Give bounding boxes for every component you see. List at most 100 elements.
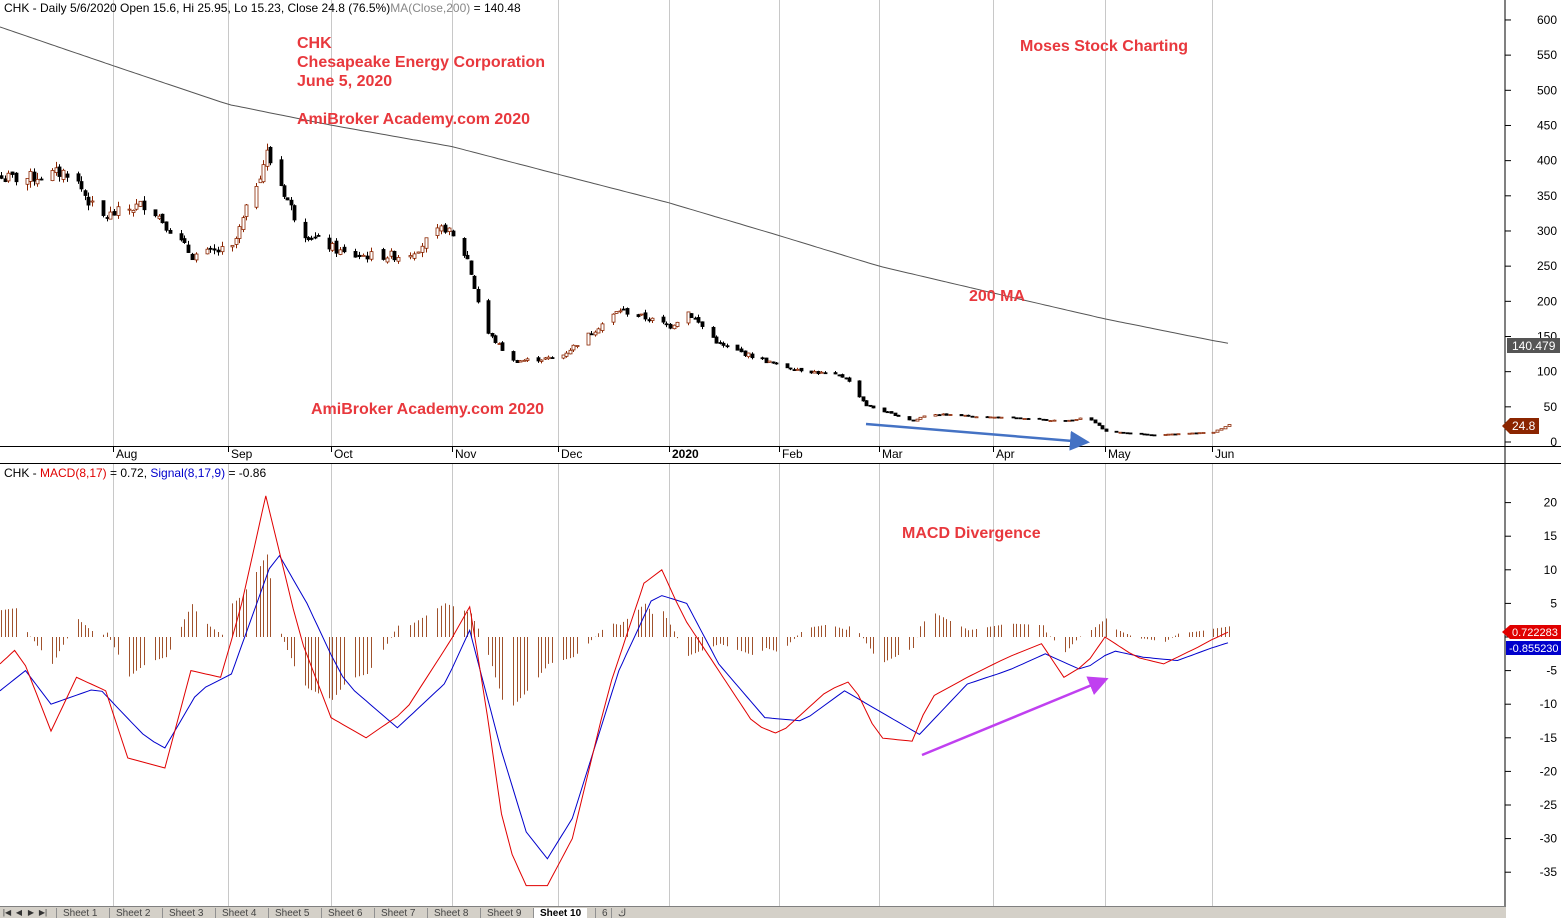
candle-body-2019-10-07 bbox=[353, 251, 358, 258]
sheet-tab-7[interactable]: Sheet 7 bbox=[374, 908, 421, 918]
candle-2020-05-28 bbox=[1197, 432, 1202, 435]
candle-2019-10-10 bbox=[365, 251, 370, 263]
candle-2020-01-01 bbox=[668, 323, 673, 330]
candle-body-2019-12-25 bbox=[643, 312, 648, 320]
sheet-tab-12[interactable]: ك bbox=[611, 908, 632, 918]
candle-body-2019-09-26 bbox=[313, 236, 318, 239]
macd-tick-label-15: 15 bbox=[1544, 529, 1558, 543]
candle-2019-11-26 bbox=[539, 359, 544, 364]
candle-2019-10-07 bbox=[353, 248, 358, 258]
candle-2019-09-26 bbox=[313, 232, 318, 240]
candle-body-2019-10-04 bbox=[342, 246, 347, 253]
candle-body-2020-05-06 bbox=[1121, 431, 1126, 434]
candle-body-2019-08-28 bbox=[212, 248, 217, 251]
candle-body-2019-10-01 bbox=[330, 243, 335, 251]
candle-body-2020-04-27 bbox=[1089, 417, 1094, 421]
macd-tick-label-10: 10 bbox=[1544, 563, 1558, 577]
candle-body-2019-07-01 bbox=[0, 175, 4, 179]
candle-body-2019-08-05 bbox=[127, 208, 132, 211]
prev-sheet-icon[interactable]: ◀ bbox=[15, 908, 23, 917]
candle-body-2020-04-01 bbox=[992, 416, 997, 419]
sheet-tab-3[interactable]: Sheet 3 bbox=[162, 908, 209, 918]
candle-2019-08-20 bbox=[182, 235, 187, 244]
candle-body-2019-09-05 bbox=[241, 217, 246, 230]
candle-2020-02-18 bbox=[837, 374, 842, 377]
candle-2020-03-18 bbox=[941, 413, 946, 416]
candle-2019-09-27 bbox=[316, 233, 321, 237]
candle-2020-03-11 bbox=[915, 418, 920, 422]
candle-body-2020-01-31 bbox=[774, 362, 779, 365]
candle-body-2019-09-18 bbox=[285, 197, 290, 201]
candle-2020-02-06 bbox=[795, 367, 800, 371]
candle-body-2019-07-31 bbox=[108, 211, 113, 220]
first-sheet-icon[interactable]: |◀ bbox=[2, 908, 12, 917]
annotation-macd-divergence: MACD Divergence bbox=[902, 525, 1041, 542]
candle-2019-09-05 bbox=[241, 215, 246, 233]
candle-body-2019-09-13 bbox=[268, 146, 273, 164]
macd-value-badge-label: 0.722283 bbox=[1512, 627, 1558, 639]
candle-2020-04-23 bbox=[1074, 419, 1079, 421]
candle-body-2019-10-31 bbox=[447, 227, 452, 232]
candle-body-2020-02-27 bbox=[868, 404, 873, 407]
price-tick-label-200: 200 bbox=[1537, 294, 1557, 308]
candle-2020-01-06 bbox=[686, 311, 691, 326]
sheet-tab-1[interactable]: Sheet 1 bbox=[56, 908, 103, 918]
candle-body-2020-05-22 bbox=[1176, 433, 1181, 436]
candle-body-2019-11-26 bbox=[539, 359, 544, 362]
candle-body-2019-07-25 bbox=[86, 196, 91, 206]
sheet-tab-8[interactable]: Sheet 8 bbox=[427, 908, 474, 918]
candle-2019-12-03 bbox=[564, 350, 569, 358]
candle-2020-04-17 bbox=[1052, 419, 1057, 422]
candle-body-2019-08-29 bbox=[216, 249, 221, 253]
sheet-tab-5[interactable]: Sheet 5 bbox=[268, 908, 315, 918]
candle-body-2019-10-02 bbox=[334, 240, 339, 254]
candle-2019-09-20 bbox=[292, 204, 297, 223]
candle-body-2019-10-29 bbox=[439, 225, 444, 232]
candle-2019-10-31 bbox=[447, 227, 452, 236]
candle-2019-07-24 bbox=[83, 189, 88, 201]
last-sheet-icon[interactable]: ▶| bbox=[38, 908, 48, 917]
candle-body-2019-07-22 bbox=[76, 173, 81, 182]
candle-body-2019-12-20 bbox=[625, 308, 630, 315]
candle-body-2020-04-22 bbox=[1070, 419, 1075, 422]
candle-2019-12-04 bbox=[568, 348, 573, 355]
candle-2020-06-01 bbox=[1211, 431, 1216, 434]
candle-body-2019-10-28 bbox=[435, 227, 440, 236]
sheet-tab-2[interactable]: Sheet 2 bbox=[109, 908, 156, 918]
next-sheet-icon[interactable]: ▶ bbox=[27, 908, 35, 917]
candle-2020-04-02 bbox=[996, 416, 1001, 419]
candle-2019-07-18 bbox=[61, 168, 66, 183]
candle-2019-08-15 bbox=[164, 221, 169, 233]
candle-2020-03-06 bbox=[896, 414, 901, 417]
candle-2019-08-28 bbox=[212, 244, 217, 255]
candle-body-2020-02-17 bbox=[833, 372, 838, 375]
candle-2019-07-15 bbox=[50, 168, 55, 182]
candle-2020-02-04 bbox=[788, 367, 793, 371]
macd-divergence-arrow bbox=[921, 676, 1109, 757]
candle-2020-02-17 bbox=[833, 371, 838, 375]
candle-body-2020-03-11 bbox=[915, 418, 920, 422]
annotation-ma-note: 200 MA bbox=[969, 288, 1025, 305]
candle-body-2019-10-03 bbox=[338, 249, 343, 255]
sheet-tab-11[interactable]: 6 bbox=[595, 908, 614, 918]
candle-body-2019-09-20 bbox=[292, 205, 297, 221]
sheet-tab-6[interactable]: Sheet 6 bbox=[321, 908, 368, 918]
date-tick-label-3: Nov bbox=[455, 447, 476, 461]
candle-2020-01-09 bbox=[696, 314, 701, 324]
candle-2019-10-28 bbox=[435, 223, 440, 239]
sheet-tab-4[interactable]: Sheet 4 bbox=[215, 908, 262, 918]
annotation-brand: Moses Stock Charting bbox=[1020, 38, 1188, 55]
candle-2020-03-10 bbox=[911, 419, 916, 422]
candle-2019-09-17 bbox=[282, 184, 287, 200]
candle-body-2019-11-27 bbox=[543, 357, 548, 360]
candle-body-2019-07-17 bbox=[57, 166, 62, 177]
candle-body-2020-03-20 bbox=[948, 414, 953, 416]
sheet-tab-10[interactable]: Sheet 10 bbox=[533, 908, 588, 918]
candle-2019-08-29 bbox=[216, 246, 221, 256]
candle-body-2019-12-10 bbox=[589, 333, 594, 336]
candle-2020-02-27 bbox=[868, 404, 873, 407]
candle-body-2020-02-21 bbox=[847, 377, 852, 382]
sheet-tab-9[interactable]: Sheet 9 bbox=[480, 908, 527, 918]
price-pane-header: CHK - Daily 5/6/2020 Open 15.6, Hi 25.95… bbox=[4, 1, 521, 15]
candle-body-2019-08-27 bbox=[208, 247, 213, 250]
